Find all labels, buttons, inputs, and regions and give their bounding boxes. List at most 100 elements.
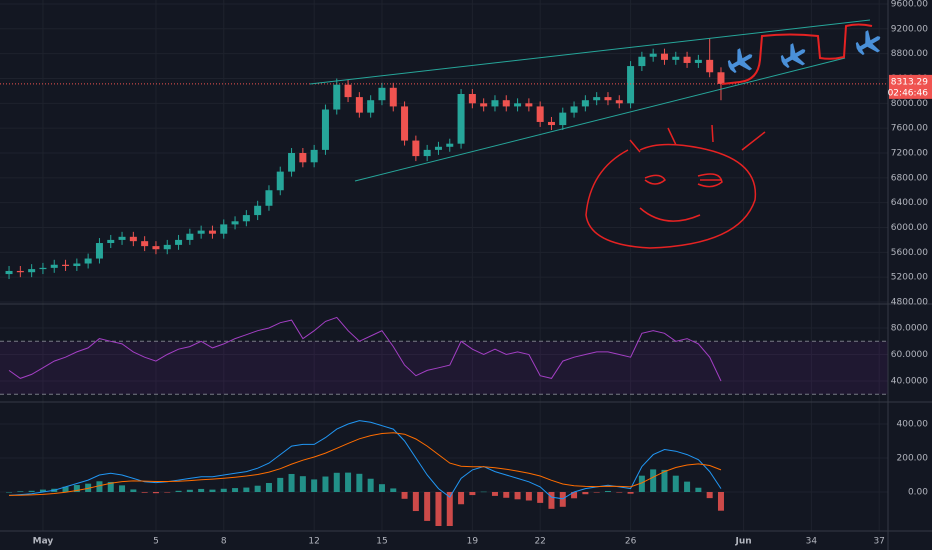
histogram-bar (62, 486, 69, 492)
x-tick-label: Jun (734, 537, 751, 547)
y-tick-label: 6400.00 (891, 198, 928, 208)
histogram-bar (277, 477, 284, 492)
labels: May 5 8 12 15 19 22 26 Jun 34 37 9600.00 9200.00 8800… (33, 0, 932, 547)
candle-body (242, 215, 250, 222)
candle-body (367, 100, 375, 113)
y-tick-label: 400.00 (897, 419, 929, 429)
price-badge (889, 74, 932, 99)
rsi-band (0, 341, 888, 395)
x-tick-label: 19 (467, 537, 479, 547)
histogram-bar (17, 491, 24, 492)
histogram-bar (593, 491, 600, 493)
candle-body (50, 264, 58, 268)
candle-body (276, 171, 284, 191)
candle-body (333, 84, 341, 110)
candle-body (231, 221, 239, 225)
histogram-bar (119, 485, 126, 492)
histogram-bar (311, 479, 318, 492)
histogram-bar (141, 491, 148, 493)
candle-body (344, 84, 352, 98)
histogram-bar (503, 491, 510, 498)
candle-body (220, 224, 228, 234)
histogram-bar (254, 485, 261, 492)
y-tick-label: 8000.00 (891, 99, 928, 109)
candle-body (491, 100, 499, 107)
drawings (309, 19, 873, 249)
candle-body (468, 94, 476, 104)
candle-body (694, 59, 702, 63)
histogram-bar (717, 491, 724, 511)
histogram-bar (107, 481, 114, 492)
candle-body (288, 152, 296, 172)
histogram-bar (198, 488, 205, 492)
histogram-bar (96, 481, 103, 492)
histogram-bar (85, 483, 92, 492)
histogram-bar (571, 491, 578, 499)
macd-line (8, 432, 722, 496)
histogram-bar (378, 484, 385, 492)
histogram-bar (130, 489, 137, 492)
candle-body (434, 146, 442, 150)
candle-body (28, 269, 36, 273)
smiley-eye (644, 174, 666, 185)
candle-body (423, 149, 431, 157)
histogram-bar (469, 491, 476, 496)
histogram-bar (232, 488, 239, 492)
candle-body (355, 97, 363, 113)
candle-body (84, 258, 92, 264)
histogram-bar (186, 489, 193, 492)
candle-body (683, 56, 691, 63)
candle-body (5, 270, 13, 275)
candle-body (265, 190, 273, 206)
candle-body (627, 66, 635, 104)
x-tick-label: 15 (376, 537, 387, 547)
candle-body (514, 103, 522, 107)
candle-body (570, 106, 578, 113)
airplane (727, 48, 753, 74)
histogram-bar (6, 491, 13, 493)
candle-body (559, 112, 567, 126)
candle-body (107, 239, 115, 244)
histogram-bar (458, 491, 465, 505)
smiley-rays (629, 124, 766, 153)
candle-body (321, 109, 329, 150)
candle-body (502, 100, 510, 107)
y-tick-label: 7200.00 (891, 148, 928, 158)
candle-body (129, 236, 137, 242)
histogram-bar (288, 473, 295, 492)
y-tick-label: 7600.00 (891, 124, 928, 134)
candle-body (62, 264, 70, 266)
histogram-bar (345, 472, 352, 492)
candle-body (152, 246, 160, 250)
histogram-bar (367, 478, 374, 492)
histogram-bar (401, 491, 408, 499)
histogram-bar (491, 491, 498, 496)
histogram-bar (299, 476, 306, 492)
y-tick-label: 80.0000 (891, 324, 928, 334)
airplane (855, 30, 881, 56)
histogram-bar (243, 487, 250, 492)
y-tick-label: 60.0000 (891, 350, 928, 360)
histogram-bar (559, 491, 566, 507)
candle-body (16, 270, 24, 273)
histogram-bar (28, 490, 35, 492)
y-tick-label: 6000.00 (891, 223, 928, 233)
candle-body (389, 87, 397, 107)
y-tick-label: 200.00 (897, 453, 929, 463)
candle-body (118, 236, 126, 240)
countdown-label: 02:46:46 (888, 88, 929, 98)
candle-body (95, 243, 103, 259)
x-tick-label: 22 (534, 537, 545, 547)
y-tick-label: 4800.00 (891, 298, 928, 308)
histogram-bar (684, 481, 691, 492)
candle-body (480, 103, 488, 107)
y-tick-label: 5200.00 (891, 273, 928, 283)
y-tick-label: 6800.00 (891, 173, 928, 183)
projection-drawing (721, 23, 873, 85)
airplanes (727, 30, 881, 74)
x-tick-label: 26 (625, 537, 637, 547)
x-tick-label: 37 (873, 537, 884, 547)
candle-body (197, 230, 205, 234)
y-tick-label: 5600.00 (891, 248, 928, 258)
y-tick-label: 0.00 (908, 487, 928, 497)
